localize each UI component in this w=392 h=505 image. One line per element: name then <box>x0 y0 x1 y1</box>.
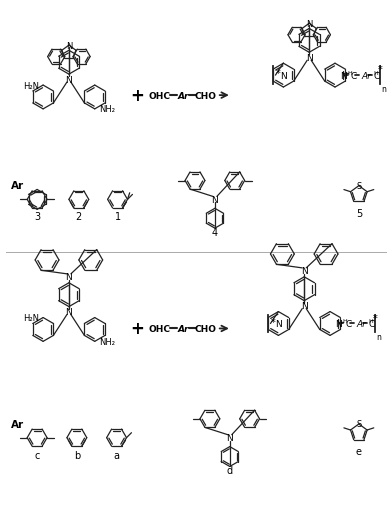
Text: Ar: Ar <box>357 319 367 328</box>
Text: C: C <box>369 320 375 329</box>
Text: N: N <box>65 75 72 84</box>
Text: N: N <box>276 319 282 328</box>
Text: +: + <box>131 320 144 338</box>
Text: H: H <box>348 71 352 75</box>
Text: n: n <box>382 85 387 94</box>
Text: N: N <box>66 41 72 51</box>
Text: N: N <box>65 273 72 282</box>
Text: H: H <box>374 71 379 75</box>
Text: CHO: CHO <box>195 91 217 100</box>
Text: OHC: OHC <box>148 324 170 333</box>
Text: N: N <box>65 308 72 317</box>
Text: CHO: CHO <box>195 324 217 333</box>
Text: *: * <box>378 65 383 75</box>
Text: b: b <box>74 449 80 460</box>
Text: *: * <box>373 313 377 323</box>
Text: N: N <box>212 195 218 205</box>
Text: 2: 2 <box>76 212 82 222</box>
Text: n: n <box>377 333 381 342</box>
Text: c: c <box>34 449 40 460</box>
Text: Ar: Ar <box>177 324 189 333</box>
Text: *: * <box>276 69 280 79</box>
Text: e: e <box>356 446 362 457</box>
Text: Ar: Ar <box>362 72 372 80</box>
Text: N: N <box>306 54 312 63</box>
Text: N: N <box>340 72 347 80</box>
Text: 1: 1 <box>114 212 121 222</box>
Text: N: N <box>227 433 233 442</box>
Text: *: * <box>270 317 275 327</box>
Text: N: N <box>301 267 308 276</box>
Text: +: + <box>131 87 144 105</box>
Text: 4: 4 <box>212 228 218 238</box>
Text: Ar: Ar <box>11 181 24 191</box>
Text: NH₂: NH₂ <box>99 337 115 346</box>
Text: N: N <box>306 20 312 29</box>
Text: Ar: Ar <box>11 419 24 429</box>
Text: S: S <box>356 420 361 429</box>
Text: S: S <box>356 182 361 191</box>
Text: N: N <box>301 301 308 311</box>
Text: 3: 3 <box>34 212 40 222</box>
Text: OHC: OHC <box>148 91 170 100</box>
Text: 5: 5 <box>356 209 362 219</box>
Text: N: N <box>335 319 342 328</box>
Text: H₂N: H₂N <box>23 81 39 90</box>
Text: H: H <box>369 318 374 323</box>
Text: Ar: Ar <box>177 91 189 100</box>
Text: H₂N: H₂N <box>23 314 39 322</box>
Text: a: a <box>114 449 120 460</box>
Text: C: C <box>346 320 352 329</box>
Text: d: d <box>227 466 233 476</box>
Text: NH₂: NH₂ <box>99 105 115 114</box>
Text: N: N <box>280 72 287 80</box>
Text: C: C <box>374 72 380 81</box>
Text: H: H <box>343 318 347 323</box>
Text: C: C <box>351 72 357 81</box>
